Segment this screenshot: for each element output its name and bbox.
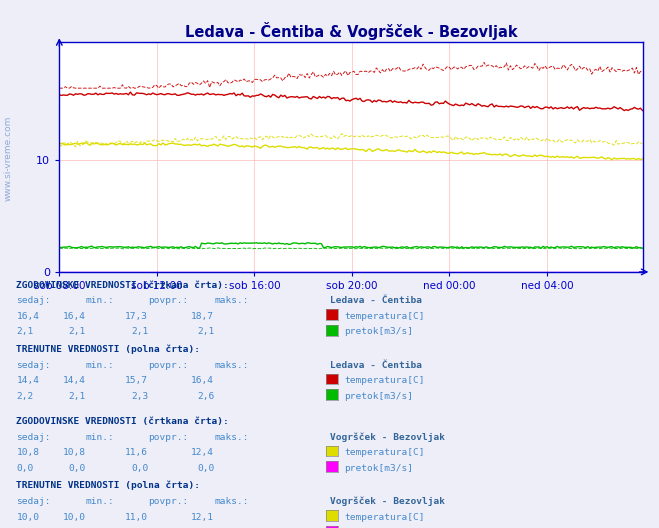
- Text: pretok[m3/s]: pretok[m3/s]: [344, 327, 413, 336]
- Text: pretok[m3/s]: pretok[m3/s]: [344, 464, 413, 473]
- Text: maks.:: maks.:: [214, 361, 248, 370]
- Text: temperatura[C]: temperatura[C]: [344, 312, 424, 321]
- Text: TRENUTNE VREDNOSTI (polna črta):: TRENUTNE VREDNOSTI (polna črta):: [16, 481, 200, 491]
- Text: Ledava - Čentiba: Ledava - Čentiba: [330, 361, 422, 370]
- Text: min.:: min.:: [86, 296, 115, 305]
- Text: 16,4: 16,4: [191, 376, 214, 385]
- Text: 0,0: 0,0: [131, 464, 148, 473]
- Text: 12,1: 12,1: [191, 513, 214, 522]
- Text: ZGODOVINSKE VREDNOSTI (črtkana črta):: ZGODOVINSKE VREDNOSTI (črtkana črta):: [16, 281, 229, 290]
- Text: 16,4: 16,4: [63, 312, 86, 321]
- Text: 2,6: 2,6: [197, 392, 214, 401]
- Text: povpr.:: povpr.:: [148, 432, 188, 441]
- Text: Ledava - Čentiba: Ledava - Čentiba: [330, 296, 422, 305]
- Text: pretok[m3/s]: pretok[m3/s]: [344, 392, 413, 401]
- Text: 10,0: 10,0: [16, 513, 40, 522]
- Text: povpr.:: povpr.:: [148, 296, 188, 305]
- Text: sedaj:: sedaj:: [16, 497, 51, 506]
- Text: sedaj:: sedaj:: [16, 432, 51, 441]
- Text: 11,0: 11,0: [125, 513, 148, 522]
- Text: www.si-vreme.com: www.si-vreme.com: [3, 116, 13, 201]
- Text: temperatura[C]: temperatura[C]: [344, 448, 424, 457]
- Text: 0,0: 0,0: [69, 464, 86, 473]
- Text: 17,3: 17,3: [125, 312, 148, 321]
- Text: 2,1: 2,1: [69, 392, 86, 401]
- Text: sedaj:: sedaj:: [16, 296, 51, 305]
- Text: 2,1: 2,1: [197, 327, 214, 336]
- Text: 2,1: 2,1: [16, 327, 34, 336]
- Text: min.:: min.:: [86, 361, 115, 370]
- Text: 16,4: 16,4: [16, 312, 40, 321]
- Text: 10,8: 10,8: [63, 448, 86, 457]
- Text: TRENUTNE VREDNOSTI (polna črta):: TRENUTNE VREDNOSTI (polna črta):: [16, 345, 200, 354]
- Title: Ledava - Čentiba & Vogršček - Bezovljak: Ledava - Čentiba & Vogršček - Bezovljak: [185, 22, 517, 40]
- Text: 0,0: 0,0: [197, 464, 214, 473]
- Text: ZGODOVINSKE VREDNOSTI (črtkana črta):: ZGODOVINSKE VREDNOSTI (črtkana črta):: [16, 417, 229, 426]
- Text: temperatura[C]: temperatura[C]: [344, 376, 424, 385]
- Text: 0,0: 0,0: [16, 464, 34, 473]
- Text: maks.:: maks.:: [214, 497, 248, 506]
- Text: 10,8: 10,8: [16, 448, 40, 457]
- Text: 2,3: 2,3: [131, 392, 148, 401]
- Text: 14,4: 14,4: [16, 376, 40, 385]
- Text: povpr.:: povpr.:: [148, 361, 188, 370]
- Text: sedaj:: sedaj:: [16, 361, 51, 370]
- Text: min.:: min.:: [86, 497, 115, 506]
- Text: Vogršček - Bezovljak: Vogršček - Bezovljak: [330, 432, 445, 441]
- Text: 15,7: 15,7: [125, 376, 148, 385]
- Text: povpr.:: povpr.:: [148, 497, 188, 506]
- Text: 10,0: 10,0: [63, 513, 86, 522]
- Text: 2,2: 2,2: [16, 392, 34, 401]
- Text: temperatura[C]: temperatura[C]: [344, 513, 424, 522]
- Text: Vogršček - Bezovljak: Vogršček - Bezovljak: [330, 496, 445, 506]
- Text: 11,6: 11,6: [125, 448, 148, 457]
- Text: maks.:: maks.:: [214, 432, 248, 441]
- Text: 2,1: 2,1: [131, 327, 148, 336]
- Text: 18,7: 18,7: [191, 312, 214, 321]
- Text: maks.:: maks.:: [214, 296, 248, 305]
- Text: min.:: min.:: [86, 432, 115, 441]
- Text: 14,4: 14,4: [63, 376, 86, 385]
- Text: 2,1: 2,1: [69, 327, 86, 336]
- Text: 12,4: 12,4: [191, 448, 214, 457]
